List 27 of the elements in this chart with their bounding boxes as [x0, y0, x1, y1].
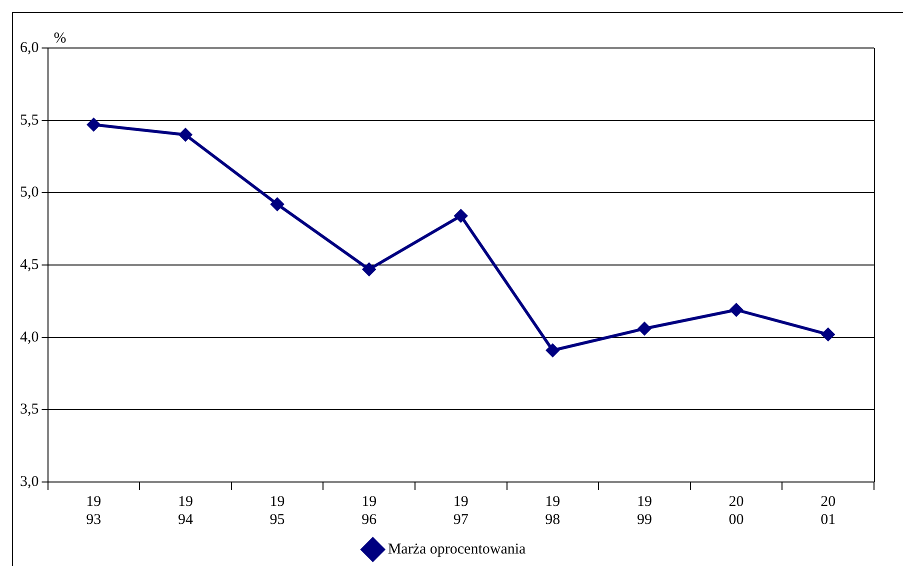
legend-label: Marża oprocentowania	[388, 541, 526, 558]
y-tick-label: 6,0	[20, 40, 39, 56]
point	[822, 328, 835, 341]
x-tick-label: 20 01	[820, 494, 836, 528]
point	[87, 118, 100, 132]
y-tick-label: 5,0	[20, 184, 39, 201]
y-tick-label: 3,5	[20, 402, 39, 418]
y-axis-title: %	[54, 30, 66, 46]
x-tick-label: 19 98	[545, 494, 560, 528]
x-tick-label: 19 93	[86, 494, 102, 528]
point	[454, 209, 468, 222]
y-tick-label: 3,0	[20, 474, 39, 490]
y-tick-label: 4,0	[20, 329, 39, 346]
x-tick-label: 20 00	[728, 494, 744, 528]
point	[730, 303, 743, 316]
y-tick-label: 5,5	[20, 112, 39, 128]
x-tick-label: 19 95	[270, 494, 285, 528]
point	[178, 128, 192, 142]
x-tick-label: 19 99	[636, 494, 652, 528]
x-tick-label: 19 94	[178, 494, 194, 528]
point	[270, 198, 284, 211]
x-tick-label: 19 96	[362, 494, 378, 528]
x-tick-label: 19 97	[453, 494, 469, 528]
point	[546, 344, 560, 357]
point	[362, 262, 376, 276]
y-tick-label: 4,5	[20, 256, 39, 273]
point	[638, 322, 651, 336]
